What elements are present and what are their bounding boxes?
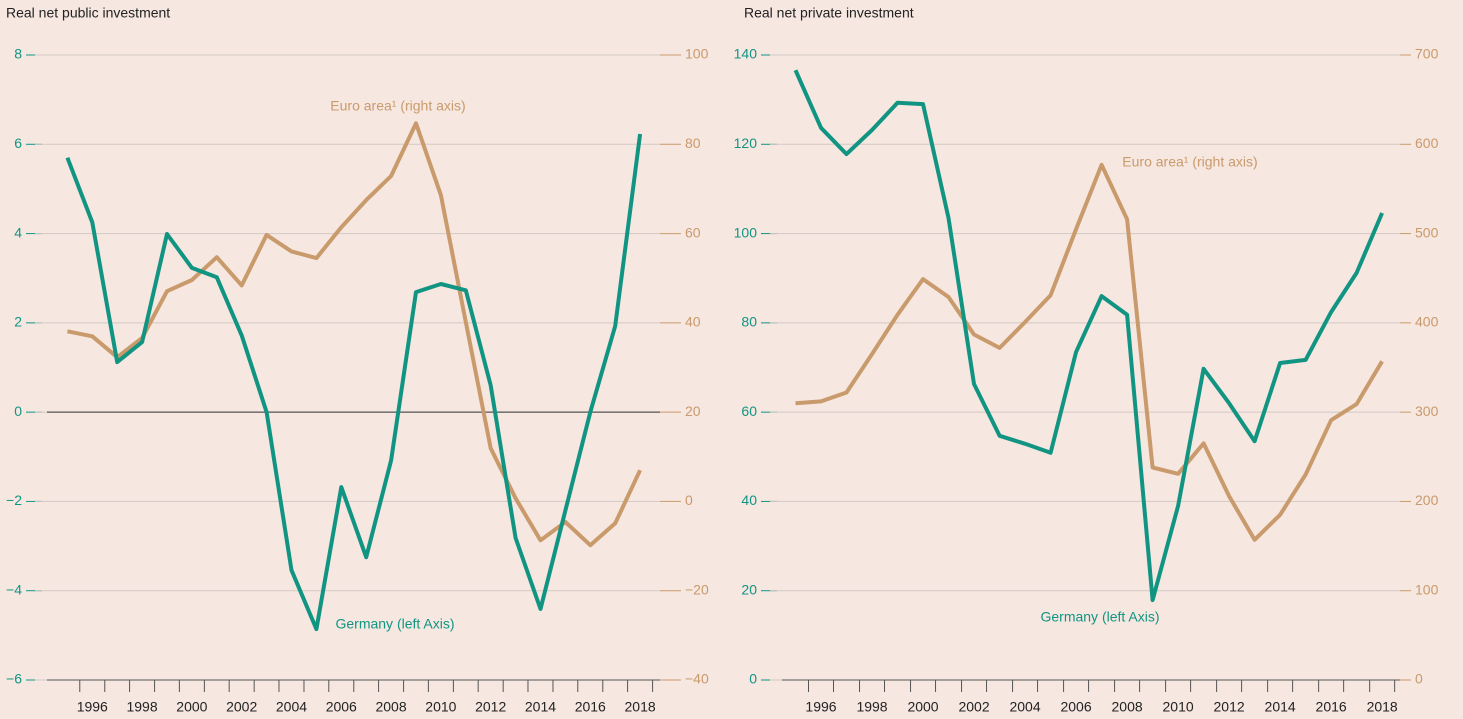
y2-tick-label: 20 bbox=[685, 403, 701, 419]
y2-tick-label: 60 bbox=[685, 224, 701, 240]
y-tick-label: 40 bbox=[741, 492, 757, 508]
y2-tick-label: 600 bbox=[1415, 135, 1439, 151]
series-line bbox=[795, 162, 1384, 542]
x-tick-label: 2016 bbox=[1316, 699, 1347, 715]
y2-tick-label: 100 bbox=[1415, 581, 1439, 597]
y2-tick-label: 200 bbox=[1415, 492, 1439, 508]
x-tick-label: 2012 bbox=[1214, 699, 1245, 715]
x-tick-label: 2004 bbox=[1009, 699, 1040, 715]
series-line bbox=[67, 121, 642, 548]
y-tick-label: 60 bbox=[741, 403, 757, 419]
y2-tick-label: 100 bbox=[685, 46, 709, 62]
y-tick-label: −2 bbox=[6, 492, 22, 508]
y2-tick-label: 500 bbox=[1415, 224, 1439, 240]
x-tick-label: 2002 bbox=[958, 699, 989, 715]
x-tick-label: 2018 bbox=[1367, 699, 1398, 715]
x-tick-label: 2008 bbox=[375, 699, 406, 715]
x-tick-label: 1998 bbox=[856, 699, 887, 715]
x-tick-label: 1998 bbox=[126, 699, 157, 715]
y2-tick-label: 0 bbox=[1415, 671, 1423, 687]
y-tick-label: 0 bbox=[749, 671, 757, 687]
x-tick-label: 2014 bbox=[1265, 699, 1296, 715]
series-label: Euro area¹ (right axis) bbox=[330, 98, 465, 114]
x-tick-label: 1996 bbox=[805, 699, 836, 715]
y-tick-label: 6 bbox=[14, 135, 22, 151]
y2-tick-label: −40 bbox=[685, 671, 709, 687]
y2-tick-label: 80 bbox=[685, 135, 701, 151]
chart-title: Real net public investment bbox=[6, 5, 170, 21]
y2-tick-label: 400 bbox=[1415, 314, 1439, 330]
y-tick-label: 80 bbox=[741, 314, 757, 330]
y-tick-label: −6 bbox=[6, 671, 22, 687]
y2-tick-label: 700 bbox=[1415, 46, 1439, 62]
x-tick-label: 2014 bbox=[525, 699, 556, 715]
y-tick-label: 0 bbox=[14, 403, 22, 419]
series-label: Germany (left Axis) bbox=[1040, 609, 1159, 625]
y2-tick-label: 40 bbox=[685, 314, 701, 330]
x-tick-label: 2018 bbox=[625, 699, 656, 715]
y-tick-label: −4 bbox=[6, 581, 22, 597]
chart-title: Real net private investment bbox=[744, 5, 914, 21]
series-line bbox=[793, 69, 1384, 603]
y-tick-label: 140 bbox=[734, 46, 758, 62]
x-tick-label: 2012 bbox=[475, 699, 506, 715]
y-tick-label: 120 bbox=[734, 135, 758, 151]
x-tick-label: 2004 bbox=[276, 699, 307, 715]
y2-tick-label: 0 bbox=[685, 492, 693, 508]
x-tick-label: 2016 bbox=[575, 699, 606, 715]
y2-tick-label: −20 bbox=[685, 581, 709, 597]
y-tick-label: 8 bbox=[14, 46, 22, 62]
x-tick-label: 2002 bbox=[226, 699, 257, 715]
y-tick-label: 2 bbox=[14, 314, 22, 330]
x-tick-label: 2000 bbox=[907, 699, 938, 715]
x-tick-label: 2006 bbox=[1060, 699, 1091, 715]
x-tick-label: 2006 bbox=[326, 699, 357, 715]
x-tick-label: 2008 bbox=[1112, 699, 1143, 715]
y-tick-label: 20 bbox=[741, 581, 757, 597]
series-label: Germany (left Axis) bbox=[335, 616, 454, 632]
y2-tick-label: 300 bbox=[1415, 403, 1439, 419]
x-tick-label: 2000 bbox=[176, 699, 207, 715]
y-tick-label: 4 bbox=[14, 224, 22, 240]
series-line bbox=[65, 133, 643, 632]
y-tick-label: 100 bbox=[734, 224, 758, 240]
x-tick-label: 2010 bbox=[425, 699, 456, 715]
series-label: Euro area¹ (right axis) bbox=[1122, 154, 1257, 170]
x-tick-label: 2010 bbox=[1163, 699, 1194, 715]
x-tick-label: 1996 bbox=[77, 699, 108, 715]
